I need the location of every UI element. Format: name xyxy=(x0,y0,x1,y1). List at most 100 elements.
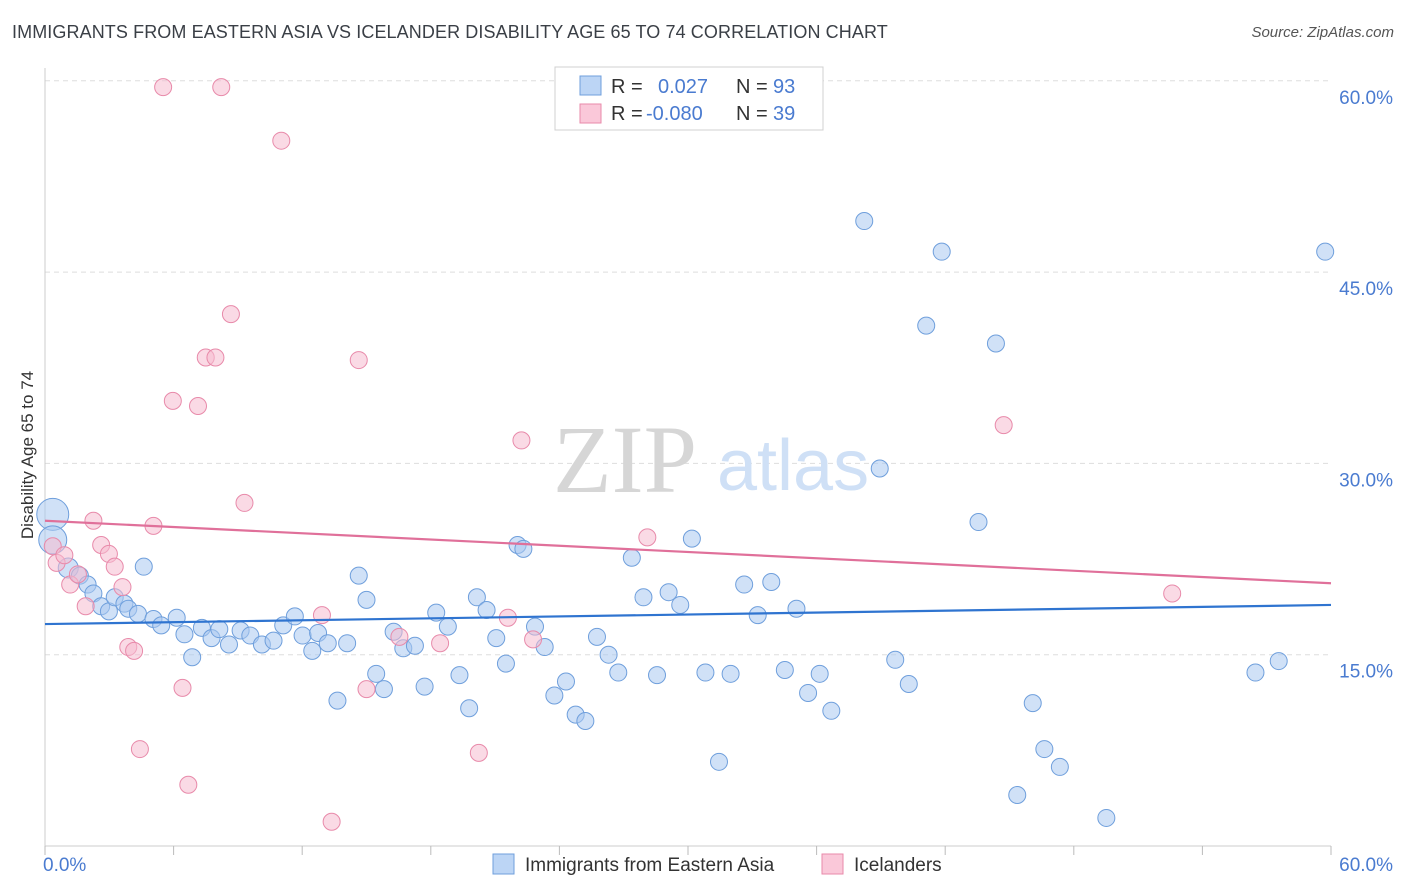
point-icelanders-22 xyxy=(212,78,231,97)
point-icelanders-37 xyxy=(994,416,1013,435)
bottom-legend-label-icelanders: Icelanders xyxy=(854,855,942,876)
point-eastern-asia-43 xyxy=(438,617,457,636)
point-eastern-asia-89 xyxy=(1050,757,1069,776)
point-eastern-asia-37 xyxy=(374,680,393,699)
watermark: ZIP atlas xyxy=(553,406,869,513)
legend-r-label-2: R = xyxy=(611,103,643,125)
point-eastern-asia-11 xyxy=(128,604,147,623)
point-eastern-asia-84 xyxy=(969,513,988,532)
point-eastern-asia-48 xyxy=(487,629,506,648)
point-icelanders-2 xyxy=(55,546,74,565)
point-icelanders-5 xyxy=(76,597,95,616)
legend-swatch-pink xyxy=(579,103,602,124)
point-eastern-asia-33 xyxy=(338,634,357,653)
legend-n-value-1: 93 xyxy=(773,76,795,98)
legend-r-label-1: R = xyxy=(611,76,643,98)
point-eastern-asia-58 xyxy=(587,627,606,646)
point-icelanders-25 xyxy=(272,131,291,150)
point-eastern-asia-67 xyxy=(696,663,715,682)
point-eastern-asia-34 xyxy=(349,566,368,585)
y-axis-label: Disability Age 65 to 74 xyxy=(18,371,37,539)
source-credit: Source: ZipAtlas.com xyxy=(1251,24,1394,41)
bottom-legend-label-eastern-asia: Immigrants from Eastern Asia xyxy=(525,855,775,876)
point-eastern-asia-40 xyxy=(405,636,424,655)
axes xyxy=(44,68,1332,855)
point-icelanders-28 xyxy=(349,351,368,370)
point-eastern-asia-55 xyxy=(556,672,575,691)
point-eastern-asia-29 xyxy=(303,641,322,660)
point-eastern-asia-86 xyxy=(1008,785,1027,804)
point-icelanders-32 xyxy=(469,743,488,762)
point-eastern-asia-87 xyxy=(1023,694,1042,713)
point-icelanders-27 xyxy=(322,812,341,831)
bottom-legend-swatch-pink xyxy=(821,853,844,875)
series-legend: Immigrants from Eastern Asia Icelanders xyxy=(492,853,942,876)
point-eastern-asia-61 xyxy=(622,548,641,567)
point-icelanders-15 xyxy=(154,78,173,97)
watermark-atlas: atlas xyxy=(717,426,869,506)
chart-title: IMMIGRANTS FROM EASTERN ASIA VS ICELANDE… xyxy=(12,22,888,42)
point-eastern-asia-91 xyxy=(1246,663,1265,682)
point-icelanders-29 xyxy=(357,680,376,699)
point-eastern-asia-62 xyxy=(634,588,653,607)
point-eastern-asia-80 xyxy=(886,650,905,669)
point-icelanders-13 xyxy=(130,740,149,759)
point-eastern-asia-64 xyxy=(659,583,678,602)
point-eastern-asia-78 xyxy=(855,212,874,231)
point-eastern-asia-46 xyxy=(467,588,486,607)
point-icelanders-17 xyxy=(173,678,192,697)
point-eastern-asia-45 xyxy=(460,699,479,718)
point-eastern-asia-41 xyxy=(415,677,434,696)
point-eastern-asia-21 xyxy=(219,635,238,654)
series-icelanders-points xyxy=(43,78,1182,831)
point-icelanders-23 xyxy=(221,305,240,324)
point-eastern-asia-88 xyxy=(1035,740,1054,759)
point-eastern-asia-73 xyxy=(775,660,794,679)
point-icelanders-24 xyxy=(235,493,254,512)
point-eastern-asia-69 xyxy=(721,664,740,683)
point-icelanders-18 xyxy=(179,775,198,794)
series-eastern-asia-points xyxy=(36,212,1335,827)
trend-line-icelanders xyxy=(44,519,1332,585)
point-icelanders-21 xyxy=(206,348,225,367)
point-eastern-asia-57 xyxy=(576,712,595,731)
point-eastern-asia-92 xyxy=(1269,652,1288,671)
point-eastern-asia-79 xyxy=(870,459,889,478)
legend-r-value-1: 0.027 xyxy=(658,76,708,98)
point-icelanders-38 xyxy=(1163,584,1182,603)
x-tick-label-0: 0.0% xyxy=(43,855,86,876)
trend-line-eastern-asia xyxy=(44,603,1332,626)
point-icelanders-35 xyxy=(524,630,543,649)
point-icelanders-9 xyxy=(105,557,124,576)
point-eastern-asia-60 xyxy=(609,663,628,682)
point-eastern-asia-74 xyxy=(787,599,806,618)
point-eastern-asia-72 xyxy=(762,572,781,591)
point-eastern-asia-32 xyxy=(328,691,347,710)
point-eastern-asia-12 xyxy=(134,557,153,576)
point-eastern-asia-14 xyxy=(152,616,171,635)
point-eastern-asia-20 xyxy=(210,620,229,639)
point-eastern-asia-28 xyxy=(293,626,312,645)
point-icelanders-30 xyxy=(390,627,409,646)
legend-swatch-blue xyxy=(579,75,602,96)
point-eastern-asia-49 xyxy=(496,654,515,673)
point-eastern-asia-42 xyxy=(427,603,446,622)
point-eastern-asia-76 xyxy=(810,664,829,683)
tick-labels: 15.0% 30.0% 45.0% 60.0% 0.0% 60.0% xyxy=(43,88,1393,876)
y-tick-label-2: 45.0% xyxy=(1339,279,1393,300)
y-tick-label-3: 60.0% xyxy=(1339,88,1393,109)
point-eastern-asia-81 xyxy=(899,675,918,694)
point-icelanders-12 xyxy=(125,641,144,660)
point-eastern-asia-77 xyxy=(822,701,841,720)
point-eastern-asia-90 xyxy=(1097,808,1116,827)
point-icelanders-19 xyxy=(189,396,208,415)
point-eastern-asia-44 xyxy=(450,666,469,685)
legend-n-value-2: 39 xyxy=(773,103,795,125)
watermark-zip: ZIP xyxy=(553,406,697,513)
point-eastern-asia-54 xyxy=(545,686,564,705)
legend-n-label-1: N = xyxy=(736,76,768,98)
correlation-legend: R = 0.027 N = 93 R = -0.080 N = 39 xyxy=(554,66,824,131)
point-eastern-asia-93 xyxy=(1316,242,1335,261)
y-tick-label-1: 30.0% xyxy=(1339,470,1393,491)
point-eastern-asia-36 xyxy=(367,664,386,683)
